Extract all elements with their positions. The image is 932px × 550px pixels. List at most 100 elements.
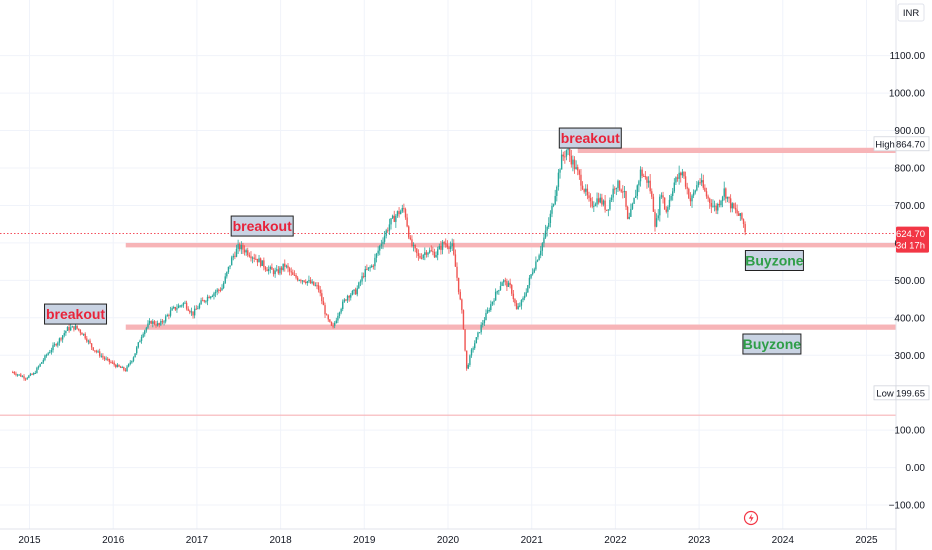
candle-body: [124, 369, 127, 371]
candle-body: [527, 285, 529, 293]
candle-body: [575, 167, 577, 170]
candle-body: [134, 353, 136, 358]
candle-body: [470, 349, 473, 356]
candle-body: [511, 285, 513, 294]
candle-body: [628, 216, 630, 219]
candle-body: [305, 281, 307, 284]
y-tick-label: 900.00: [894, 126, 925, 137]
candle-body: [317, 285, 320, 290]
candle-body: [108, 358, 111, 362]
candle-body: [718, 203, 721, 206]
candle-body: [161, 321, 164, 323]
zones: [0, 147, 896, 416]
candle-body: [445, 243, 447, 245]
candle-body: [354, 289, 357, 295]
x-tick-label: 2016: [102, 535, 125, 546]
candle-body: [551, 205, 553, 214]
candle-body: [618, 180, 621, 190]
candle-body: [156, 323, 159, 326]
candle-body: [612, 188, 614, 198]
candle-body: [107, 358, 109, 360]
candle-body: [459, 291, 461, 300]
lightning-icon[interactable]: [743, 510, 759, 526]
time-axis[interactable]: 2015 2016 2017 2018 2019 2020 2021 2022 2023 2024…: [18, 535, 878, 546]
candle-body: [144, 330, 146, 335]
candle-body: [277, 269, 280, 274]
candle-body: [86, 338, 88, 342]
candle-body: [457, 277, 460, 292]
candle-body: [84, 333, 86, 339]
buyzone-label[interactable]: Buyzone: [744, 250, 804, 272]
candle-body: [617, 180, 619, 188]
candle-body: [342, 301, 344, 309]
candle-body: [164, 316, 167, 322]
y-tick-label: −100.00: [889, 501, 926, 512]
candle-body: [594, 204, 597, 206]
breakout-label[interactable]: breakout: [230, 215, 294, 237]
candle-body: [201, 300, 204, 302]
candle-body: [282, 263, 284, 270]
candle-body: [477, 332, 479, 338]
annotations: breakout breakout breakout Buyzone Buyzone: [44, 127, 804, 355]
candle-body: [493, 300, 495, 302]
candle-body: [536, 260, 539, 262]
zone-band[interactable]: [125, 242, 896, 248]
candle-body: [258, 258, 260, 263]
high-value-box: [895, 136, 930, 152]
candle-body: [713, 205, 716, 207]
candle-body: [332, 325, 334, 327]
candle-body: [193, 308, 196, 316]
candle-body: [335, 320, 337, 324]
candle-body: [448, 247, 450, 249]
candle-body: [462, 310, 465, 330]
candle-body: [552, 204, 555, 206]
candle-body: [665, 209, 667, 212]
zone-band[interactable]: [577, 147, 896, 154]
candle-body: [742, 219, 745, 225]
x-tick-label: 2025: [855, 535, 878, 546]
candle-body: [126, 366, 128, 371]
zone-band[interactable]: [125, 324, 896, 330]
candle-body: [131, 360, 133, 363]
candle-body: [211, 295, 214, 297]
candle-body: [226, 271, 228, 277]
buyzone-label-text: Buyzone: [743, 336, 802, 352]
candle-body: [578, 170, 581, 175]
currency-badge[interactable]: INR: [897, 3, 925, 22]
candle-body: [593, 205, 595, 207]
candle-body: [720, 200, 722, 206]
candle-body: [403, 208, 405, 210]
candle-body: [388, 224, 391, 231]
buyzone-label[interactable]: Buyzone: [742, 333, 802, 355]
candle-body: [401, 208, 403, 212]
candle-body: [523, 295, 526, 299]
candle-body: [333, 323, 336, 326]
candle-body: [406, 217, 408, 227]
candle-body: [298, 280, 300, 282]
candle-body: [272, 269, 275, 275]
candle-body: [227, 266, 230, 272]
candle-body: [210, 296, 212, 299]
candle-body: [414, 244, 416, 249]
candle-body: [329, 319, 331, 322]
candle-body: [417, 253, 420, 256]
candle-body: [123, 367, 125, 370]
candle-body: [636, 185, 638, 197]
breakout-label[interactable]: breakout: [44, 303, 108, 325]
candle-body: [601, 197, 603, 205]
candle-body: [197, 308, 199, 310]
candle-body: [678, 172, 680, 179]
candle-body: [717, 203, 719, 211]
x-tick-label: 2018: [269, 535, 292, 546]
candle-body: [700, 180, 703, 183]
candle-body: [491, 301, 494, 305]
low-value: 199.65: [896, 388, 925, 399]
candle-body: [723, 188, 725, 197]
price-axis[interactable]: 1100.001000.00900.00800.00700.00600.0050…: [889, 51, 926, 511]
candle-body: [485, 312, 487, 321]
breakout-label[interactable]: breakout: [558, 127, 622, 149]
candle-body: [456, 266, 458, 278]
x-tick-label: 2020: [437, 535, 460, 546]
